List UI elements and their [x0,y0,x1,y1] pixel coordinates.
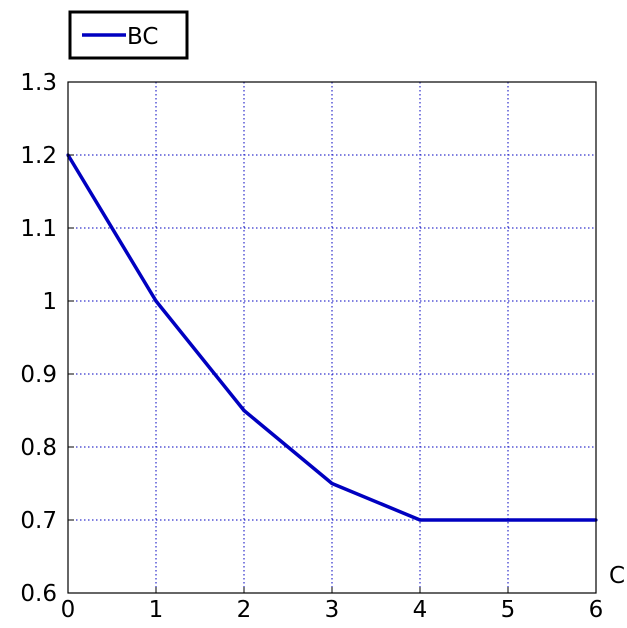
x-tick-label: 0 [61,597,76,623]
y-tick-label: 0.6 [20,581,57,607]
y-tick-label: 1 [42,289,57,315]
y-tick-label: 0.9 [20,362,57,388]
x-tick-label: 5 [501,597,516,623]
data-point [330,481,334,486]
x-tick-label: 3 [325,597,340,623]
y-tick-label: 0.7 [20,508,57,534]
x-tick-label: 2 [237,597,252,623]
x-tick-label: 1 [149,597,164,623]
y-tick-label: 0.8 [20,435,57,461]
x-tick-labels: 0 1 2 3 4 5 6 [61,597,604,623]
y-tick-label: 1.1 [20,216,57,242]
data-point [242,408,246,413]
tick-marks [67,81,597,594]
data-point [154,299,158,303]
y-tick-labels: 0.6 0.7 0.8 0.9 1 1.1 1.2 1.3 [20,70,57,607]
grid [68,82,596,593]
x-tick-label: 6 [589,597,604,623]
y-tick-label: 1.3 [20,70,57,96]
x-axis-label: C [609,563,625,589]
legend: BC [68,10,189,60]
data-point [506,518,510,522]
series-layer [66,153,598,522]
legend-label: BC [127,24,158,50]
y-tick-label: 1.2 [20,143,57,169]
data-point [418,518,422,522]
x-tick-label: 4 [413,597,428,623]
